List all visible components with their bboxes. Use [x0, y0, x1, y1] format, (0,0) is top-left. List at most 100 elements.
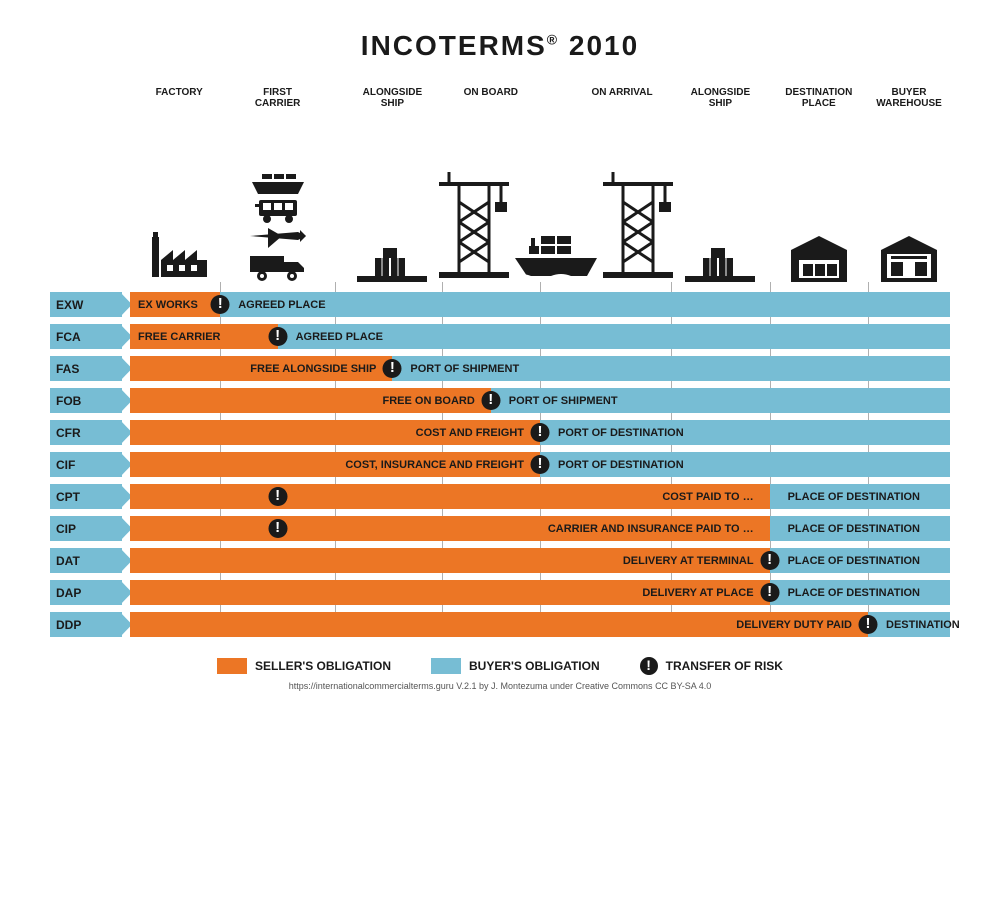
- seller-segment: COST PAID TO …: [130, 484, 770, 509]
- term-code: CPT: [50, 484, 122, 509]
- buyer-segment: PORT OF SHIPMENT: [392, 356, 950, 381]
- alongside-ship-dest-icon: [685, 248, 755, 282]
- seller-segment: FREE CARRIER: [130, 324, 278, 349]
- factory-icon: [149, 232, 209, 282]
- stage-label-on_arrival: ON ARRIVAL: [591, 87, 652, 98]
- risk-icon: !: [211, 295, 230, 314]
- term-code: CIF: [50, 452, 122, 477]
- term-row-cpt: CPT PLACE OF DESTINATIONCOST PAID TO …!: [50, 484, 950, 509]
- risk-icon: !: [481, 391, 500, 410]
- bar-area: AGREED PLACEFREE CARRIER!: [130, 324, 950, 349]
- seller-segment: FREE ALONGSIDE SHIP: [130, 356, 392, 381]
- term-code: FAS: [50, 356, 122, 381]
- bar-area: PORT OF DESTINATIONCOST AND FREIGHT!: [130, 420, 950, 445]
- credit-line: https://internationalcommercialterms.gur…: [50, 681, 950, 691]
- legend-seller: SELLER'S OBLIGATION: [217, 658, 391, 674]
- first-carrier-icon: [248, 174, 308, 282]
- bar-area: DESTINATIONDELIVERY DUTY PAID!: [130, 612, 950, 637]
- buyer-segment: AGREED PLACE: [278, 324, 950, 349]
- stage-label-on_board: ON BOARD: [464, 87, 518, 98]
- seller-segment: DELIVERY AT TERMINAL: [130, 548, 770, 573]
- legend-buyer-swatch: [431, 658, 461, 674]
- bar-area: PORT OF SHIPMENTFREE ON BOARD!: [130, 388, 950, 413]
- bar-area: PORT OF SHIPMENTFREE ALONGSIDE SHIP!: [130, 356, 950, 381]
- stage-label-first_carrier: FIRST CARRIER: [255, 87, 301, 109]
- stage-icons-row: [130, 122, 950, 282]
- buyer-segment: PORT OF DESTINATION: [540, 420, 950, 445]
- term-code: FOB: [50, 388, 122, 413]
- buyer-segment: PLACE OF DESTINATION: [770, 548, 950, 573]
- term-row-cfr: CFR PORT OF DESTINATIONCOST AND FREIGHT!: [50, 420, 950, 445]
- risk-icon: !: [531, 423, 550, 442]
- risk-icon: !: [268, 487, 287, 506]
- port-cranes-ship-icon: [439, 172, 673, 282]
- risk-icon: !: [268, 519, 287, 538]
- term-code: CFR: [50, 420, 122, 445]
- legend-buyer: BUYER'S OBLIGATION: [431, 658, 600, 674]
- title-sup: ®: [547, 32, 559, 48]
- risk-icon: !: [383, 359, 402, 378]
- seller-segment: COST AND FREIGHT: [130, 420, 540, 445]
- term-code: DAT: [50, 548, 122, 573]
- term-code: CIP: [50, 516, 122, 541]
- legend-risk-label: TRANSFER OF RISK: [666, 659, 783, 673]
- bar-area: PLACE OF DESTINATIONCARRIER AND INSURANC…: [130, 516, 950, 541]
- risk-icon: !: [268, 327, 287, 346]
- term-code: DDP: [50, 612, 122, 637]
- buyer-warehouse-icon: [879, 234, 939, 282]
- incoterms-chart: FACTORY FIRST CARRIER ALONGSIDE SHIP ON BOA…: [50, 87, 950, 637]
- seller-segment: DELIVERY AT PLACE: [130, 580, 770, 605]
- legend-seller-label: SELLER'S OBLIGATION: [255, 659, 391, 673]
- seller-segment: CARRIER AND INSURANCE PAID TO …: [130, 516, 770, 541]
- stages-header: FACTORY FIRST CARRIER ALONGSIDE SHIP ON BOA…: [130, 87, 950, 122]
- stage-label-alongside2: ALONGSIDE SHIP: [691, 87, 750, 109]
- bar-area: PLACE OF DESTINATIONDELIVERY AT TERMINAL…: [130, 548, 950, 573]
- term-row-dap: DAP PLACE OF DESTINATIONDELIVERY AT PLACE…: [50, 580, 950, 605]
- term-row-fas: FAS PORT OF SHIPMENTFREE ALONGSIDE SHIP!: [50, 356, 950, 381]
- risk-icon: !: [531, 455, 550, 474]
- bar-area: PLACE OF DESTINATIONCOST PAID TO …!: [130, 484, 950, 509]
- term-row-exw: EXW AGREED PLACEEX WORKS!: [50, 292, 950, 317]
- seller-segment: DELIVERY DUTY PAID: [130, 612, 868, 637]
- term-row-dat: DAT PLACE OF DESTINATIONDELIVERY AT TERMI…: [50, 548, 950, 573]
- stage-label-dest_place: DESTINATION PLACE: [785, 87, 852, 109]
- destination-place-icon: [789, 234, 849, 282]
- term-code: EXW: [50, 292, 122, 317]
- term-row-ddp: DDP DESTINATIONDELIVERY DUTY PAID!: [50, 612, 950, 637]
- legend: SELLER'S OBLIGATION BUYER'S OBLIGATION !…: [50, 657, 950, 675]
- buyer-segment: AGREED PLACE: [220, 292, 950, 317]
- buyer-segment: PLACE OF DESTINATION: [770, 580, 950, 605]
- page-title: INCOTERMS® 2010: [50, 30, 950, 62]
- seller-segment: EX WORKS: [130, 292, 220, 317]
- term-row-fca: FCA AGREED PLACEFREE CARRIER!: [50, 324, 950, 349]
- bar-area: AGREED PLACEEX WORKS!: [130, 292, 950, 317]
- buyer-segment: PLACE OF DESTINATION: [770, 484, 950, 509]
- stage-label-alongside1: ALONGSIDE SHIP: [363, 87, 422, 109]
- stage-label-buyer_wh: BUYER WAREHOUSE: [876, 87, 942, 109]
- seller-segment: FREE ON BOARD: [130, 388, 491, 413]
- buyer-segment: PLACE OF DESTINATION: [770, 516, 950, 541]
- seller-segment: COST, INSURANCE AND FREIGHT: [130, 452, 540, 477]
- bar-area: PORT OF DESTINATIONCOST, INSURANCE AND F…: [130, 452, 950, 477]
- buyer-segment: PORT OF DESTINATION: [540, 452, 950, 477]
- risk-icon: !: [859, 615, 878, 634]
- risk-icon: !: [760, 551, 779, 570]
- risk-icon: !: [760, 583, 779, 602]
- term-row-cif: CIF PORT OF DESTINATIONCOST, INSURANCE AN…: [50, 452, 950, 477]
- legend-buyer-label: BUYER'S OBLIGATION: [469, 659, 600, 673]
- term-code: FCA: [50, 324, 122, 349]
- risk-icon: !: [640, 657, 658, 675]
- buyer-segment: PORT OF SHIPMENT: [491, 388, 950, 413]
- alongside-ship-origin-icon: [357, 248, 427, 282]
- bar-area: PLACE OF DESTINATIONDELIVERY AT PLACE!: [130, 580, 950, 605]
- term-rows: EXWAGREED PLACEEX WORKS!FCAAGREED PLACEF…: [50, 292, 950, 637]
- term-row-cip: CIP PLACE OF DESTINATIONCARRIER AND INSUR…: [50, 516, 950, 541]
- term-code: DAP: [50, 580, 122, 605]
- legend-risk: ! TRANSFER OF RISK: [640, 657, 783, 675]
- buyer-segment: DESTINATION: [868, 612, 950, 637]
- legend-seller-swatch: [217, 658, 247, 674]
- title-main: INCOTERMS: [361, 30, 547, 61]
- term-row-fob: FOB PORT OF SHIPMENTFREE ON BOARD!: [50, 388, 950, 413]
- stage-label-factory: FACTORY: [156, 87, 203, 98]
- title-year: 2010: [569, 30, 639, 61]
